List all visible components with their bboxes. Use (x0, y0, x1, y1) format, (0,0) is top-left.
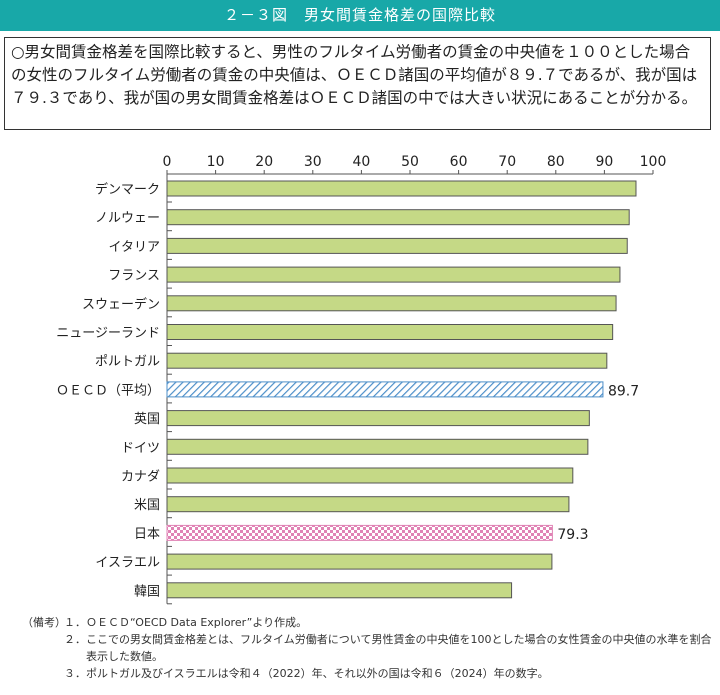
note-text: ここでの男女間賃金格差とは、フルタイム労働者について男性賃金の中央値を100とし… (86, 633, 712, 663)
x-tick-label: 50 (401, 154, 419, 170)
category-label: イタリア (109, 240, 160, 255)
category-label: スウェーデン (82, 296, 160, 312)
x-tick-label: 90 (595, 154, 613, 170)
bar (166, 295, 617, 312)
category-label: 英国 (134, 412, 160, 427)
notes-head-spacer (22, 631, 64, 665)
category-label: 韓国 (134, 584, 160, 599)
notes: （備考） １． ＯＥＣＤ“OECD Data Explorer”より作成。 ２．… (22, 614, 712, 682)
bar (166, 352, 608, 369)
category-label: ドイツ (121, 441, 160, 456)
bar (166, 209, 630, 226)
note-1: （備考） １． ＯＥＣＤ“OECD Data Explorer”より作成。 (22, 614, 712, 631)
bar (166, 324, 614, 340)
bar (166, 266, 621, 283)
bar (166, 180, 637, 197)
summary-box: ○男女間賃金格差を国際比較すると、男性のフルタイム労働者の賃金の中央値を１００と… (4, 37, 711, 130)
x-tick-label: 20 (255, 154, 273, 170)
category-label: フランス (108, 269, 160, 284)
notes-head: （備考） (22, 616, 66, 629)
notes-head-spacer (22, 665, 64, 682)
x-tick-label: 100 (640, 154, 667, 170)
x-tick-label: 30 (304, 154, 322, 170)
x-tick-label: 0 (163, 154, 172, 170)
data-label: 79.3 (557, 527, 588, 543)
bar (166, 237, 628, 254)
category-label: ニュージーランド (56, 326, 160, 341)
data-label: 89.7 (608, 383, 639, 399)
bar (166, 410, 590, 427)
category-label: ＯＥＣＤ（平均） (56, 383, 160, 398)
x-tick-label: 80 (547, 154, 565, 170)
bar-oecd (166, 381, 604, 398)
category-label: 日本 (134, 527, 160, 542)
note-3: ３． ポルトガル及びイスラエルは令和４（2022）年、それ以外の国は令和６（20… (22, 665, 712, 682)
bar-chart: 0 10 20 30 40 50 60 70 80 90 100 デンマークノルウェーイタリアフラン… (56, 154, 667, 605)
category-label: 米国 (134, 498, 160, 513)
bar (166, 496, 570, 513)
note-number: １． (64, 616, 86, 629)
x-tick-label: 10 (207, 154, 225, 170)
bar-japan (166, 524, 553, 541)
category-label: ポルトガル (95, 355, 160, 370)
category-label: ノルウェー (95, 211, 160, 226)
note-text: ＯＥＣＤ“OECD Data Explorer”より作成。 (86, 616, 308, 629)
figure-title: ２－３図 男女間賃金格差の国際比較 (0, 0, 720, 31)
bar (166, 553, 553, 570)
x-tick-label: 70 (498, 154, 516, 170)
summary-text: ○男女間賃金格差を国際比較すると、男性のフルタイム労働者の賃金の中央値を１００と… (11, 43, 698, 107)
note-text: ポルトガル及びイスラエルは令和４（2022）年、それ以外の国は令和６（2024）… (86, 667, 549, 680)
bar (166, 582, 513, 599)
note-number: ３． (64, 667, 86, 680)
x-tick-label: 40 (352, 154, 370, 170)
category-label: イスラエル (95, 556, 160, 571)
bar (166, 438, 589, 455)
category-label: デンマーク (95, 182, 160, 198)
bar (166, 467, 574, 484)
note-2: ２． ここでの男女間賃金格差とは、フルタイム労働者について男性賃金の中央値を10… (22, 631, 712, 665)
x-tick-label: 60 (450, 154, 468, 170)
note-number: ２． (64, 633, 86, 646)
category-label: カナダ (121, 470, 160, 485)
